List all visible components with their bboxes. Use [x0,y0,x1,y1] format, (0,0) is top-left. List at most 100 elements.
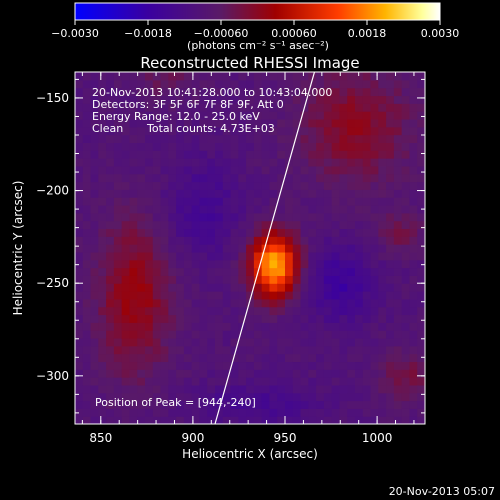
heatmap-cell [417,267,425,276]
heatmap-cell [75,134,84,143]
heatmap-cell [292,291,302,300]
heatmap-cell [106,330,115,339]
heatmap-cell [378,275,387,284]
heatmap-cell [292,197,302,206]
heatmap-cell [129,283,138,292]
heatmap-cell [75,72,84,81]
heatmap-cell [160,126,169,136]
heatmap-cell [238,392,247,402]
heatmap-cell [176,291,185,300]
heatmap-cell [300,212,309,222]
heatmap-cell [261,330,271,339]
heatmap-cell [331,228,341,237]
heatmap-cell [300,353,309,363]
heatmap-cell [106,259,115,269]
heatmap-cell [121,306,131,316]
heatmap-cell [393,212,403,222]
heatmap-cell [75,322,84,331]
heatmap-cell [145,103,154,112]
heatmap-cell [292,259,302,269]
heatmap-cell [106,314,115,323]
heatmap-cell [191,322,201,331]
heatmap-cell [113,283,123,292]
heatmap-cell [106,392,115,402]
heatmap-cell [417,181,425,190]
heatmap-cell [90,236,99,245]
heatmap-cell [222,384,232,394]
heatmap-cell [152,267,162,276]
heatmap-cell [393,181,403,190]
heatmap-cell [160,111,169,120]
heatmap-cell [393,111,403,120]
heatmap-cell [323,353,333,363]
heatmap-cell [75,291,84,300]
heatmap-cell [168,79,177,89]
heatmap-cell [300,330,309,339]
heatmap-cell [347,267,356,276]
heatmap-cell [238,259,247,269]
heatmap-cell [238,228,247,237]
heatmap-cell [300,189,309,198]
heatmap-cell [215,361,224,370]
heatmap-cell [355,204,364,214]
heatmap-cell [386,298,395,308]
heatmap-cell [90,103,99,112]
colorbar-tick-label: 0.00060 [271,27,317,40]
heatmap-cell [269,118,278,128]
heatmap-cell [215,259,224,269]
heatmap-cell [393,236,403,245]
heatmap-cell [137,298,146,308]
heatmap-cell [98,181,107,190]
heatmap-cell [90,400,99,409]
heatmap-cell [129,408,138,417]
heatmap-cell [75,165,84,175]
heatmap-cell [145,220,154,230]
heatmap-cell [331,275,341,284]
heatmap-cell [339,384,348,394]
heatmap-cell [378,220,387,230]
heatmap-cell [362,306,372,316]
heatmap-cell [199,142,208,151]
heatmap-cell [121,197,131,206]
heatmap-cell [137,118,146,128]
heatmap-cell [253,330,263,339]
heatmap-cell [113,298,123,308]
heatmap-cell [308,72,317,81]
heatmap-cell [106,158,115,167]
heatmap-cell [300,126,309,136]
heatmap-cell [362,322,372,331]
heatmap-cell [393,369,403,378]
heatmap-cell [417,392,425,402]
heatmap-cell [82,236,92,245]
x-tick-label: 900 [181,431,204,445]
heatmap-cell [386,158,395,167]
heatmap-cell [98,400,107,409]
heatmap-cell [199,197,208,206]
heatmap-cell [308,392,317,402]
heatmap-cell [339,220,348,230]
heatmap-cell [168,384,177,394]
heatmap-cell [331,204,341,214]
heatmap-cell [160,353,169,363]
heatmap-cell [90,314,99,323]
heatmap-cell [168,111,177,120]
heatmap-cell [230,408,239,417]
heatmap-cell [106,306,115,316]
heatmap-cell [82,314,92,323]
heatmap-cell [230,134,239,143]
heatmap-cell [378,87,387,97]
heatmap-cell [75,244,84,253]
heatmap-cell [292,369,302,378]
heatmap-cell [417,244,425,253]
heatmap-cell [238,353,247,363]
heatmap-cell [75,306,84,316]
heatmap-cell [292,173,302,183]
heatmap-cell [323,204,333,214]
heatmap-cell [409,118,418,128]
heatmap-cell [191,259,201,269]
heatmap-cell [308,228,317,237]
heatmap-cell [378,142,387,151]
heatmap-cell [129,150,138,159]
heatmap-cell [253,361,263,370]
heatmap-cell [199,291,208,300]
